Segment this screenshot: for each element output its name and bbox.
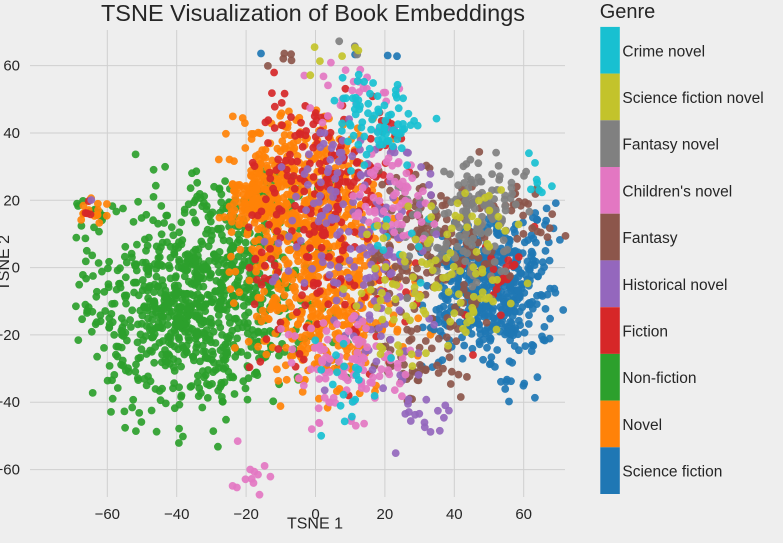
svg-text:60: 60 <box>3 58 20 75</box>
svg-text:TSNE 2: TSNE 2 <box>0 235 13 291</box>
svg-text:Children's novel: Children's novel <box>622 183 732 200</box>
svg-text:Genre: Genre <box>600 1 656 23</box>
svg-text:−60: −60 <box>0 462 20 479</box>
svg-text:40: 40 <box>3 125 20 142</box>
svg-text:60: 60 <box>515 506 532 523</box>
svg-text:Novel: Novel <box>622 417 662 434</box>
svg-text:20: 20 <box>3 192 20 209</box>
svg-text:−40: −40 <box>164 506 189 523</box>
svg-text:40: 40 <box>446 506 463 523</box>
svg-text:Fantasy novel: Fantasy novel <box>622 137 719 154</box>
svg-text:−20: −20 <box>0 327 20 344</box>
svg-text:−60: −60 <box>95 506 120 523</box>
svg-text:−20: −20 <box>233 506 258 523</box>
svg-text:Historical novel: Historical novel <box>622 277 727 294</box>
svg-text:Non-fiction: Non-fiction <box>622 370 696 387</box>
svg-text:TSNE 1: TSNE 1 <box>287 516 343 533</box>
svg-text:Fiction: Fiction <box>622 324 668 341</box>
svg-text:Fantasy: Fantasy <box>622 230 677 247</box>
svg-text:20: 20 <box>377 506 394 523</box>
svg-text:−40: −40 <box>0 394 20 411</box>
svg-text:Science fiction: Science fiction <box>622 464 722 481</box>
svg-text:TSNE Visualization of Book Emb: TSNE Visualization of Book Embeddings <box>101 0 525 26</box>
svg-text:Science fiction novel: Science fiction novel <box>622 90 763 107</box>
svg-text:Crime novel: Crime novel <box>622 43 705 60</box>
